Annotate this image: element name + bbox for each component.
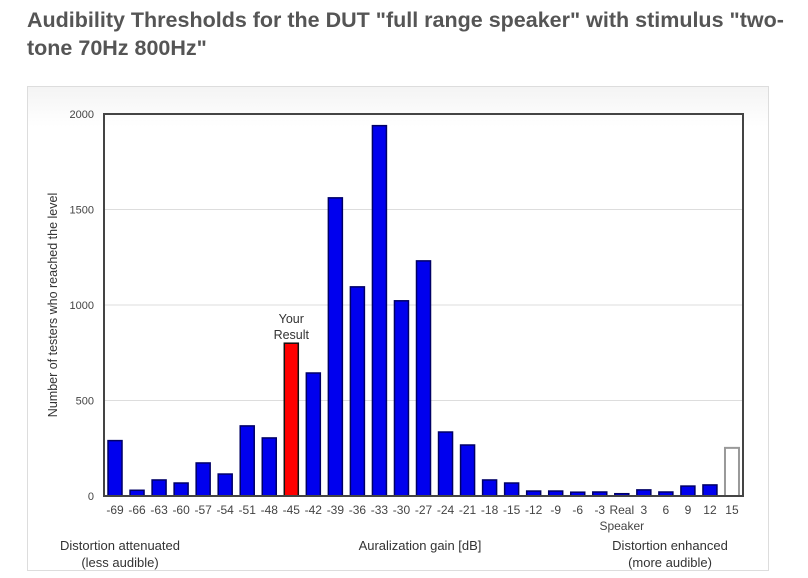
x-tick-label: -60 bbox=[172, 503, 190, 517]
your-result-label: Your bbox=[279, 312, 304, 326]
x-tick-label: -45 bbox=[283, 503, 301, 517]
x-tick-label: 12 bbox=[703, 503, 717, 517]
x-tick-label: -6 bbox=[572, 503, 583, 517]
bar bbox=[195, 462, 211, 497]
bar bbox=[217, 473, 233, 497]
your-result-label: Result bbox=[274, 328, 310, 342]
bar bbox=[371, 124, 388, 497]
left-annotation: Distortion attenuated (less audible) bbox=[60, 538, 180, 570]
x-tick-label: -15 bbox=[503, 503, 521, 517]
bar bbox=[415, 260, 432, 497]
bar bbox=[481, 479, 498, 497]
x-tick-label: -21 bbox=[459, 503, 477, 517]
x-tick-label: -12 bbox=[525, 503, 543, 517]
x-tick-label: -33 bbox=[371, 503, 389, 517]
x-tick-label: -66 bbox=[128, 503, 146, 517]
x-tick-label: -36 bbox=[349, 503, 367, 517]
bar bbox=[680, 485, 696, 497]
bar bbox=[349, 286, 366, 497]
bar bbox=[723, 446, 740, 498]
bar bbox=[107, 439, 123, 497]
bar bbox=[283, 342, 300, 497]
y-tick-label: 2000 bbox=[70, 109, 94, 121]
bar bbox=[151, 479, 167, 497]
x-tick-label: -30 bbox=[393, 503, 411, 517]
x-tick-label: -24 bbox=[437, 503, 455, 517]
bar bbox=[261, 437, 278, 497]
bar bbox=[305, 372, 322, 497]
y-tick-label: 1000 bbox=[70, 300, 94, 312]
x-tick-label: -3 bbox=[594, 503, 605, 517]
x-tick-label: 6 bbox=[663, 503, 670, 517]
y-tick-label: 500 bbox=[76, 396, 94, 408]
chart-title: Audibility Thresholds for the DUT "full … bbox=[27, 8, 784, 60]
x-tick-label: -9 bbox=[550, 503, 561, 517]
bar bbox=[173, 482, 189, 497]
x-tick-label: -54 bbox=[217, 503, 235, 517]
x-tick-label: Real bbox=[609, 503, 634, 517]
x-tick-label: -57 bbox=[194, 503, 212, 517]
y-axis-label: Number of testers who reached the level bbox=[46, 193, 60, 417]
x-tick-label: Speaker bbox=[599, 519, 644, 533]
bar bbox=[459, 444, 476, 497]
x-tick-label: 15 bbox=[725, 503, 739, 517]
x-tick-label: -39 bbox=[327, 503, 345, 517]
bar bbox=[327, 197, 344, 497]
bar bbox=[437, 431, 454, 497]
x-tick-label: 3 bbox=[641, 503, 648, 517]
x-tick-label: -51 bbox=[239, 503, 257, 517]
bar bbox=[702, 484, 718, 497]
x-tick-label: -63 bbox=[150, 503, 168, 517]
x-tick-label: -69 bbox=[106, 503, 124, 517]
plot-frame bbox=[103, 113, 744, 497]
x-tick-label: 9 bbox=[685, 503, 692, 517]
x-tick-label: -42 bbox=[305, 503, 323, 517]
x-axis-label: Auralization gain [dB] bbox=[358, 538, 482, 553]
x-tick-label: -48 bbox=[261, 503, 279, 517]
x-tick-label: -18 bbox=[481, 503, 499, 517]
bar bbox=[393, 300, 410, 497]
right-annotation: Distortion enhanced (more audible) bbox=[612, 538, 728, 570]
y-tick-label: 0 bbox=[88, 491, 94, 503]
bar bbox=[503, 482, 520, 497]
y-tick-label: 1500 bbox=[70, 205, 94, 217]
x-tick-label: -27 bbox=[415, 503, 433, 517]
bar bbox=[239, 425, 255, 497]
